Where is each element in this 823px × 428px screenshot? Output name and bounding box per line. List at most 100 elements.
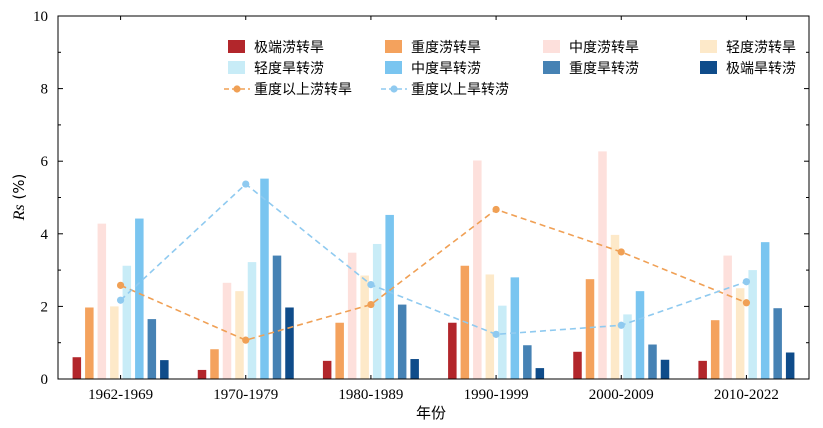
bar <box>785 352 795 379</box>
y-tick-label: 6 <box>41 154 49 170</box>
bar <box>197 369 207 379</box>
bar <box>485 274 495 379</box>
bar <box>573 351 582 379</box>
bar <box>735 288 745 379</box>
bar <box>147 319 157 379</box>
bar <box>635 291 645 379</box>
x-tick-label: 2010-2022 <box>714 387 779 403</box>
bar <box>710 320 720 379</box>
y-tick-label: 4 <box>41 227 49 243</box>
legend-label: 轻度涝转旱 <box>726 40 796 56</box>
bar <box>410 359 419 379</box>
series-point <box>492 205 500 214</box>
bar <box>523 345 532 379</box>
bar <box>585 279 595 379</box>
bar <box>723 255 732 379</box>
x-tick-label: 2000-2009 <box>589 387 654 403</box>
bar <box>97 223 107 379</box>
bar <box>322 360 332 379</box>
x-tick-label: 1990-1999 <box>464 387 529 403</box>
bar <box>272 255 282 379</box>
legend-label: 中度旱转涝 <box>411 61 481 77</box>
legend-swatch <box>543 40 560 53</box>
x-axis-title: 年份 <box>416 404 446 422</box>
legend-swatch <box>228 40 245 53</box>
series-point <box>617 248 625 256</box>
bar <box>122 265 132 379</box>
legend-marker <box>390 85 398 93</box>
legend-swatch <box>543 61 560 74</box>
bar <box>385 214 394 379</box>
legend-label: 极端涝转旱 <box>254 40 324 56</box>
bar <box>448 322 457 379</box>
bar <box>360 275 369 379</box>
bar <box>498 305 507 379</box>
bar <box>748 270 757 379</box>
series-point <box>242 336 250 344</box>
legend-marker <box>233 85 241 93</box>
bar <box>773 308 782 379</box>
bar <box>247 262 257 379</box>
y-axis-title-variable: Rs <box>11 204 28 221</box>
x-tick-label: 1962-1969 <box>88 387 153 403</box>
bars-group <box>72 151 795 379</box>
series-point <box>367 300 375 309</box>
bar <box>660 359 670 379</box>
bar <box>397 304 407 379</box>
legend-swatch <box>700 61 717 74</box>
y-tick-label: 10 <box>33 9 48 25</box>
legend-swatch <box>385 61 402 74</box>
series-line <box>120 183 747 336</box>
x-axis: 1962-1969 1970-1979 1980-1989 1990-1999 2000… <box>88 16 779 403</box>
legend-label: 中度涝转旱 <box>569 40 639 56</box>
series-point <box>116 281 125 289</box>
legend-swatch <box>700 40 717 53</box>
bar <box>648 344 657 379</box>
legend-label: 重度旱转涝 <box>569 61 639 77</box>
series-point <box>367 281 375 289</box>
bar <box>698 360 707 379</box>
bar <box>260 178 269 379</box>
series-point <box>116 296 125 304</box>
y-axis-title: Rs (%) <box>10 174 28 222</box>
legend-label: 重度以上旱转涝 <box>411 82 509 98</box>
y-tick-label: 8 <box>41 82 49 98</box>
bar <box>160 360 169 379</box>
bar <box>347 252 357 379</box>
series-point <box>617 321 625 329</box>
legend-label: 重度以上涝转旱 <box>254 82 352 98</box>
bar <box>598 151 607 379</box>
y-axis-title-unit: (%) <box>10 174 28 200</box>
bar <box>535 368 545 379</box>
legend-swatch <box>228 61 245 74</box>
bar <box>510 277 520 379</box>
bar <box>72 357 82 379</box>
legend-swatch <box>385 40 402 53</box>
bar <box>473 160 482 379</box>
bar <box>372 243 382 379</box>
legend-label: 重度涝转旱 <box>411 40 481 56</box>
x-tick-label: 1970-1979 <box>213 387 278 403</box>
bar <box>760 242 770 379</box>
bar <box>85 307 94 379</box>
bar <box>335 322 344 379</box>
bar <box>210 349 219 379</box>
series-point <box>742 299 751 307</box>
legend-label: 极端旱转涝 <box>726 61 796 77</box>
series-line <box>120 208 747 342</box>
series-point <box>492 330 500 338</box>
bar <box>285 307 294 379</box>
y-axis: 0 2 4 6 8 10 <box>33 9 809 388</box>
y-tick-label: 0 <box>41 372 49 388</box>
bar <box>610 234 620 379</box>
x-tick-label: 1980-1989 <box>338 387 403 403</box>
legend-label: 轻度旱转涝 <box>254 61 324 77</box>
lines-group <box>116 180 751 344</box>
bar <box>135 218 144 379</box>
series-point <box>242 180 250 188</box>
bar <box>235 291 244 379</box>
bar <box>110 306 119 379</box>
bar <box>623 314 632 379</box>
